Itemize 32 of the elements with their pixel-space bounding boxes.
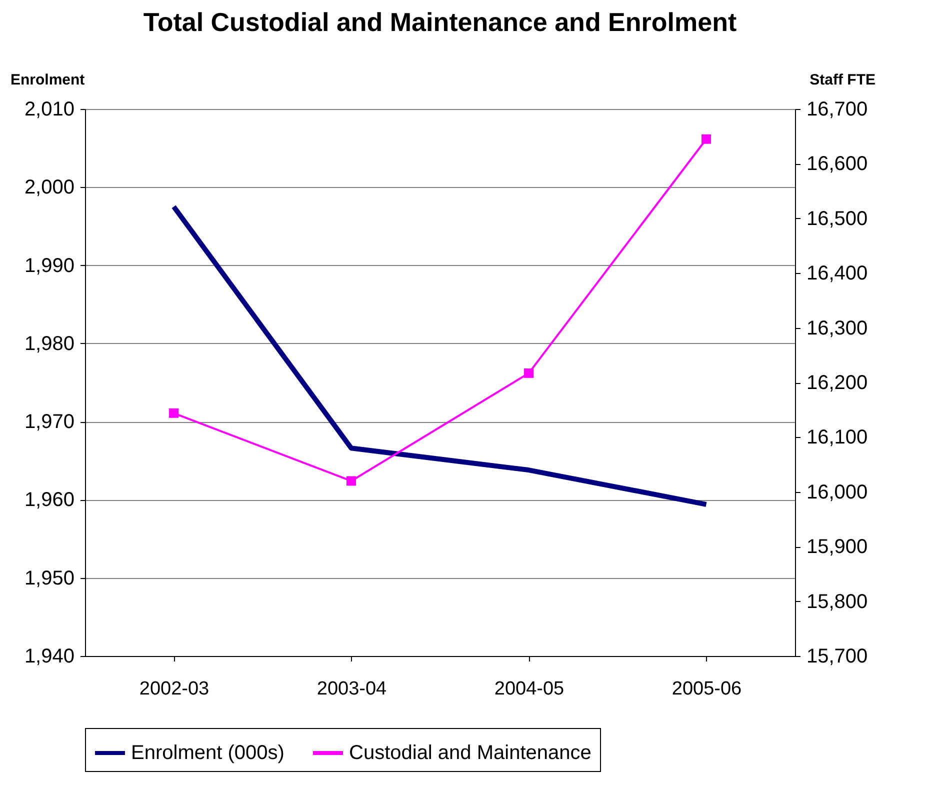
- point: [524, 368, 534, 378]
- x-tick-label: 2002-03: [139, 678, 210, 700]
- y2-tick-label: 16,700: [806, 98, 868, 120]
- y2-tick-label: 15,800: [806, 590, 868, 613]
- y-tick-label: 1,990: [24, 254, 74, 277]
- y2-tick-label: 16,100: [806, 426, 868, 449]
- y-tick-label: 1,980: [24, 332, 74, 355]
- legend-label: Custodial and Maintenance: [349, 742, 592, 764]
- y-tick-label: 2,010: [24, 98, 74, 120]
- y2-tick-label: 16,400: [806, 262, 868, 285]
- y2-tick-label: 16,300: [806, 317, 868, 340]
- y2-tick-label: 15,700: [806, 646, 868, 668]
- point: [702, 134, 711, 144]
- point: [346, 476, 356, 486]
- y2-tick-label: 16,500: [806, 208, 868, 230]
- chart-title: Total Custodial and Maintenance and Enrolment: [143, 7, 737, 37]
- y-axis-title: Enrolment: [10, 72, 85, 88]
- x-tick-label: 2004-05: [494, 678, 564, 700]
- legend-label: Enrolment (000s): [131, 742, 284, 764]
- y2-tick-label: 16,600: [806, 153, 868, 176]
- y-tick-label: 1,950: [24, 567, 74, 590]
- x-tick-label: 2003-04: [316, 678, 388, 700]
- y2-tick-label: 16,200: [806, 372, 868, 394]
- x-tick-label: 2005-06: [672, 678, 742, 700]
- y-tick-label: 2,000: [24, 176, 74, 199]
- y2-tick-label: 16,000: [806, 481, 868, 504]
- y2-tick-label: 15,900: [806, 536, 868, 558]
- y-tick-label: 1,940: [24, 646, 74, 668]
- y2-axis-title: Staff FTE: [810, 72, 876, 88]
- point: [169, 408, 178, 418]
- y-tick-label: 1,970: [24, 411, 74, 434]
- y-tick-label: 1,960: [24, 489, 74, 512]
